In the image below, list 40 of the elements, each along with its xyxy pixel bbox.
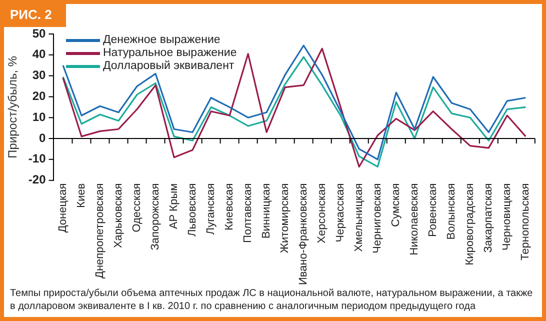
x-tick-label: Закарпатская [482,183,495,253]
x-tick-label: Харьковская [112,183,125,248]
y-tick-label: 50 [32,26,46,40]
chart-title: РИС. 2 [4,4,66,27]
x-tick-label: Кировоградская [464,183,476,266]
x-tick-label: Киевская [224,183,236,230]
y-tick-label: -20 [28,172,46,187]
x-tick-label: Черниговская [372,183,384,254]
y-tick-label: 10 [32,110,46,124]
x-tick-label: Херсонская [316,183,328,244]
x-tick-label: Полтавская [242,183,254,243]
x-tick-label: Волынская [446,183,458,240]
x-tick-label: Днепропетровская [94,183,106,278]
x-tick-label: Николаевская [408,183,421,256]
legend-label: Денежное выражение [103,34,220,47]
x-tick-label: Черкасская [334,183,347,242]
x-tick-label: Винницкая [260,183,273,239]
x-tick-label: Хмельницкая [353,183,366,252]
text: Темпы прироста/убыли объема аптечных продаж ЛС в национальной валюте, натуральном выражении, а также в долларовом эквиваленте в I кв. 2010 г. по сравнению с аналогичным периодом предыдущего года [10,287,534,313]
x-tick-label: Киев [76,183,88,208]
legend-label: Натуральное выражение [103,47,237,60]
x-tick-label: Ровенская [427,183,440,237]
x-tick-label: Ивано-Франковская [298,183,310,286]
y-tick-label: 40 [32,47,46,62]
x-tick-label: Запорожская [150,183,162,250]
y-tick-label: 20 [32,89,46,104]
x-tick-label: Сумская [390,183,402,227]
x-tick-label: Львовская [186,183,199,236]
x-tick-label: АР Крым [168,183,180,230]
x-tick-label: Луганская [205,183,218,235]
y-axis-title: Прирост/убыль, % [6,56,20,158]
y-tick-label: 0 [39,130,46,145]
y-tick-label: 30 [32,68,46,82]
x-tick-label: Донецкая [57,183,70,233]
x-tick-label: Тернопольская [520,183,532,260]
x-tick-label: Одесская [131,183,144,232]
x-tick-label: Черновицкая [501,183,514,251]
legend-label: Долларовый эквивалент [103,60,234,73]
x-tick-label: Житомирская [279,183,292,254]
y-tick-label: -10 [28,152,46,166]
